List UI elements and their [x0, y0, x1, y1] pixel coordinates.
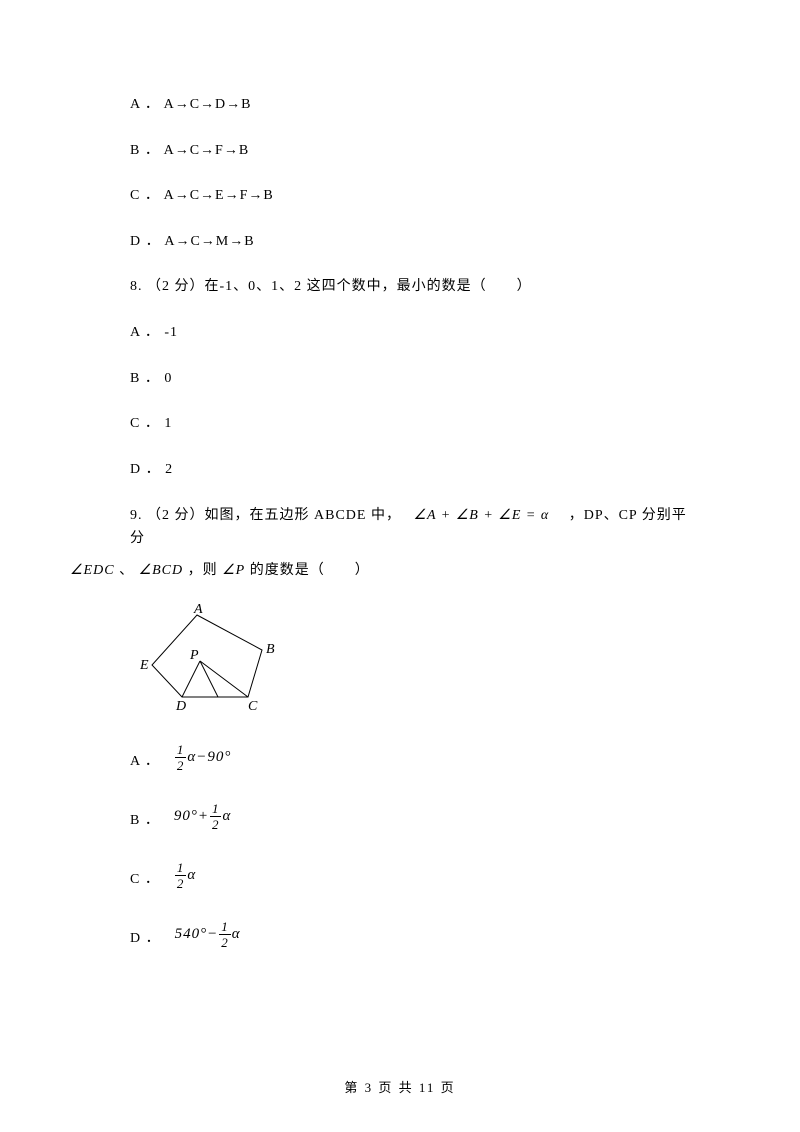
option-label: A ． [130, 95, 160, 115]
option-label: A ． [130, 323, 160, 343]
fraction-half: 1 2 [175, 743, 187, 772]
option-label: D ． [130, 927, 161, 949]
q8-option-b: B ． 0 [130, 369, 690, 389]
option-text: ‐1 [164, 325, 178, 340]
q9-equation: ∠A + ∠B + ∠E = α [413, 508, 549, 523]
option-text: A→C→M→B [164, 234, 254, 249]
minus-sign: − [196, 749, 207, 766]
label-c: C [248, 699, 258, 714]
option-label: C ． [130, 186, 160, 206]
q9-angle-edc: ∠EDC [70, 563, 115, 578]
label-p: P [189, 648, 199, 663]
pentagon-diagram: A B C D E P [140, 603, 290, 718]
q8-option-c: C ． 1 [130, 414, 690, 434]
option-expression: 1 2 α − 90° [174, 743, 232, 772]
option-expression: 1 2 α [174, 861, 196, 890]
option-label: B ． [130, 809, 160, 831]
denominator: 2 [210, 816, 222, 831]
q9-stem-line2: ∠EDC 、 ∠BCD ，则 ∠P 的度数是（ ） [70, 560, 690, 582]
q9-option-d: D ． 540° − 1 2 α [130, 920, 690, 949]
denominator: 2 [219, 934, 231, 949]
numerator: 1 [210, 802, 222, 816]
option-label: B ． [130, 369, 160, 389]
numerator: 1 [175, 743, 187, 757]
label-a: A [193, 603, 203, 617]
q7-option-c: C ． A→C→E→F→B [130, 186, 690, 206]
page-footer: 第 3 页 共 11 页 [0, 1077, 800, 1096]
q8-stem: 8. （2 分）在‐1、0、1、2 这四个数中，最小的数是（ ） [130, 277, 690, 297]
option-text: 1 [164, 416, 172, 431]
option-text: A→C→E→F→B [164, 188, 274, 203]
denominator: 2 [175, 757, 187, 772]
label-e: E [140, 658, 149, 673]
alpha: α [232, 926, 241, 943]
q9-prefix: 9. （2 分）如图，在五边形 ABCDE 中， [130, 508, 409, 523]
option-text: A→C→D→B [164, 97, 252, 112]
q9-option-c: C ． 1 2 α [130, 861, 690, 890]
q8-option-d: D ． 2 [130, 460, 690, 480]
numerator: 1 [175, 861, 187, 875]
q9-option-a: A ． 1 2 α − 90° [130, 743, 690, 772]
alpha: α [222, 808, 231, 825]
fraction-half: 1 2 [219, 920, 231, 949]
numerator: 1 [219, 920, 231, 934]
option-label: D ． [130, 232, 161, 252]
q9-angle-p: ∠P [222, 563, 245, 578]
alpha: α [187, 749, 196, 766]
option-expression: 540° − 1 2 α [175, 920, 241, 949]
minus-sign: − [207, 926, 218, 943]
option-label: D ． [130, 460, 161, 480]
plus-sign: + [198, 808, 209, 825]
ninety-deg: 90° [207, 749, 231, 766]
denominator: 2 [175, 875, 187, 890]
fraction-half: 1 2 [210, 802, 222, 831]
q9-angle-bcd: ∠BCD [139, 563, 184, 578]
option-text: A→C→F→B [164, 143, 250, 158]
option-text: 2 [165, 462, 173, 477]
option-label: C ． [130, 414, 160, 434]
ninety-deg: 90° [174, 808, 198, 825]
option-expression: 90° + 1 2 α [174, 802, 232, 831]
sep: ，则 [188, 563, 223, 578]
q7-option-d: D ． A→C→M→B [130, 232, 690, 252]
q7-option-b: B ． A→C→F→B [130, 141, 690, 161]
q9-tail: 的度数是（ ） [250, 563, 370, 578]
label-b: B [266, 642, 275, 657]
page: A ． A→C→D→B B ． A→C→F→B C ． A→C→E→F→B D … [0, 0, 800, 1132]
q9-figure: A B C D E P [140, 603, 690, 723]
option-label: A ． [130, 750, 160, 772]
alpha: α [187, 867, 196, 884]
fraction-half: 1 2 [175, 861, 187, 890]
q9-option-b: B ． 90° + 1 2 α [130, 802, 690, 831]
five-forty-deg: 540° [175, 926, 208, 943]
q8-option-a: A ． ‐1 [130, 323, 690, 343]
option-text: 0 [164, 371, 172, 386]
q7-option-a: A ． A→C→D→B [130, 95, 690, 115]
q9-stem-line1: 9. （2 分）如图，在五边形 ABCDE 中， ∠A + ∠B + ∠E = … [130, 505, 690, 550]
option-label: B ． [130, 141, 160, 161]
option-label: C ． [130, 868, 160, 890]
label-d: D [175, 699, 186, 714]
sep: 、 [119, 563, 139, 578]
